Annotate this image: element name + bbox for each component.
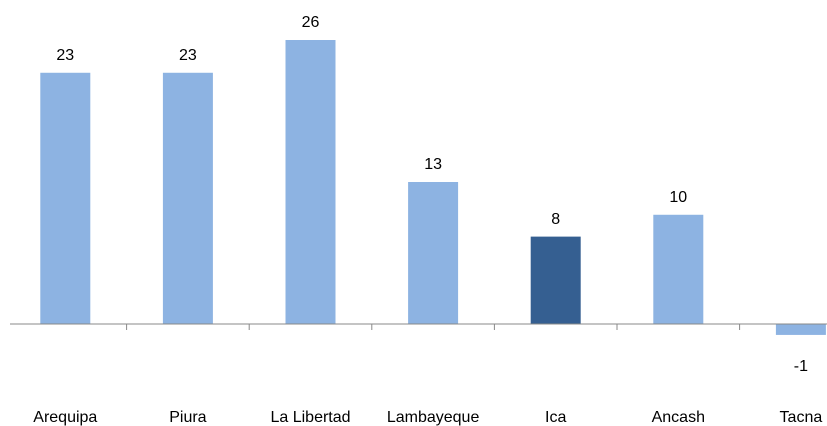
value-label: 10 <box>669 189 687 206</box>
bar <box>775 324 826 335</box>
x-tick-label: Ica <box>545 409 566 426</box>
x-tick-label: Lambayeque <box>387 409 480 426</box>
value-label: 23 <box>56 47 74 64</box>
x-tick-label: Tacna <box>780 409 823 426</box>
bar <box>285 40 336 324</box>
bar <box>653 214 704 324</box>
bar <box>162 72 213 325</box>
value-label: -1 <box>794 358 808 375</box>
value-label: 8 <box>551 211 560 228</box>
bar <box>40 72 91 325</box>
x-tick-label: Piura <box>169 409 206 426</box>
x-tick-label: Ancash <box>652 409 705 426</box>
bar <box>408 182 459 324</box>
value-label: 26 <box>302 14 320 31</box>
x-tick-label: Arequipa <box>33 409 97 426</box>
value-label: 23 <box>179 47 197 64</box>
x-tick-label: La Libertad <box>270 409 350 426</box>
bar <box>530 236 581 324</box>
value-label: 13 <box>424 156 442 173</box>
